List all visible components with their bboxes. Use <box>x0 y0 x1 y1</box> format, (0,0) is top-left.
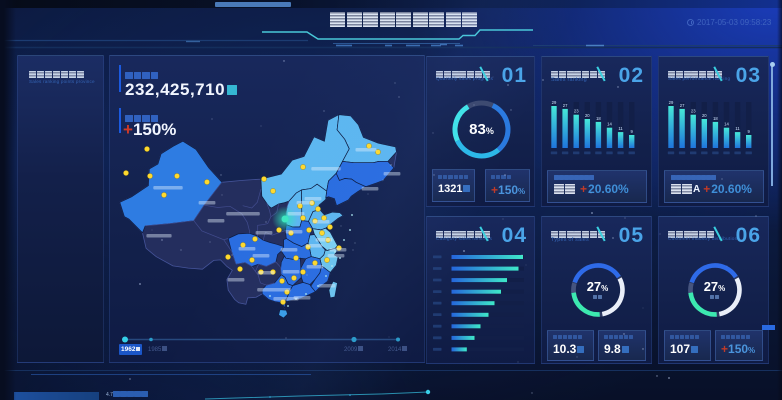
svg-text:9: 9 <box>631 129 634 134</box>
svg-text:27: 27 <box>680 103 685 108</box>
svg-text:20: 20 <box>585 113 590 118</box>
svg-text:23: 23 <box>691 109 696 114</box>
svg-text:23: 23 <box>574 109 579 114</box>
svg-text:18: 18 <box>596 116 601 121</box>
svg-text:18: 18 <box>713 116 718 121</box>
svg-text:14: 14 <box>724 122 729 127</box>
svg-text:29: 29 <box>669 100 674 105</box>
svg-text:11: 11 <box>618 126 623 131</box>
svg-text:11: 11 <box>735 126 740 131</box>
svg-text:27: 27 <box>563 103 568 108</box>
svg-text:9: 9 <box>748 129 751 134</box>
svg-text:20: 20 <box>702 113 707 118</box>
svg-text:14: 14 <box>607 122 612 127</box>
svg-text:29: 29 <box>552 100 557 105</box>
